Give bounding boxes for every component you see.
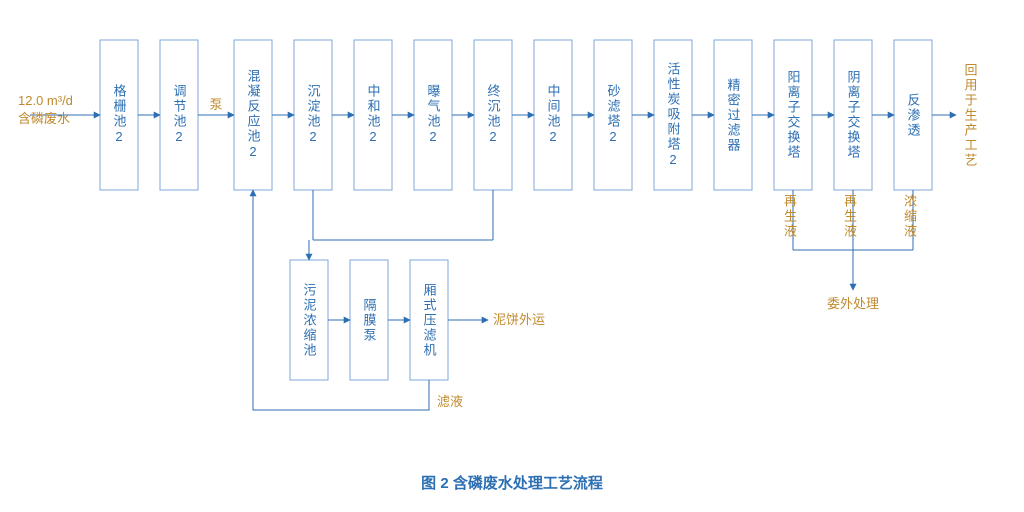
- b3-label: 混凝反应池2: [247, 69, 260, 161]
- b7-label: 终沉池2: [487, 84, 500, 146]
- s1-label: 污泥浓缩池: [303, 283, 316, 358]
- b5-label: 中和池2: [367, 84, 380, 146]
- arrow-filtrate-return: [253, 190, 429, 410]
- s3-label: 厢式压滤机: [423, 283, 436, 358]
- figure-caption: 图 2 含磷废水处理工艺流程: [421, 474, 603, 492]
- sludge-out-label: 泥饼外运: [493, 312, 545, 327]
- input-label-line2: 含磷废水: [18, 111, 70, 126]
- output-label: 回用于生产工艺: [964, 63, 977, 168]
- regen1-label: 再生液: [783, 194, 796, 239]
- b2-label: 调节池2: [173, 84, 186, 146]
- regen2-label: 再生液: [843, 194, 856, 239]
- outsource-label: 委外处理: [827, 296, 879, 311]
- filtrate-label: 滤液: [437, 394, 463, 409]
- b12-label: 阳离子交换塔: [787, 70, 800, 160]
- b10-label: 活性炭吸附塔2: [667, 62, 680, 169]
- conc-label: 浓缩液: [903, 194, 916, 239]
- b8-label: 中间池2: [547, 84, 560, 146]
- b9-label: 砂滤塔2: [607, 84, 620, 146]
- b1-label: 格栅池2: [113, 84, 126, 146]
- s2-label: 隔膜泵: [363, 298, 376, 343]
- b13-label: 阴离子交换塔: [847, 70, 860, 160]
- b11-label: 精密过滤器: [727, 78, 740, 153]
- flowchart-svg: 格栅池2 调节池2 混凝反应池2 沉淀池2 中和池2 曝气池2 终沉池2 中间池2 砂滤塔2 活性…: [0, 0, 1024, 512]
- b6-label: 曝气池2: [427, 84, 440, 146]
- input-label-line1: 12.0 m³/d: [18, 93, 73, 108]
- b4-label: 沉淀池2: [307, 84, 320, 146]
- pump-label: 泵: [209, 97, 222, 112]
- b14-label: 反渗透: [907, 93, 920, 138]
